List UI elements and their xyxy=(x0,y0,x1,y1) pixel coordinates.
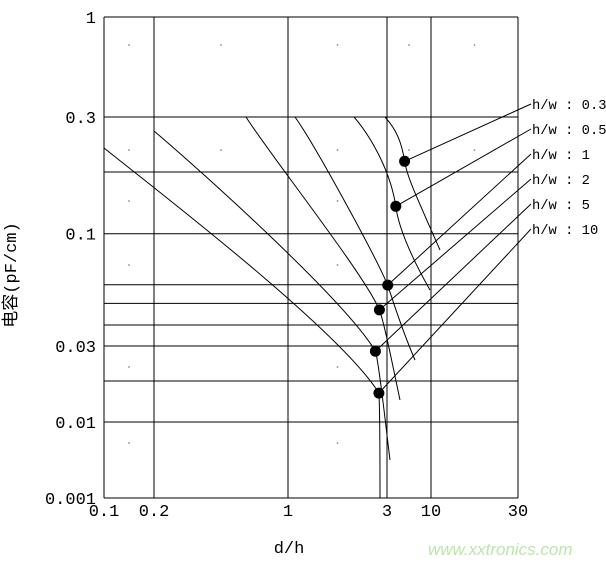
svg-text:h/w : 0.5: h/w : 0.5 xyxy=(532,123,606,139)
svg-text:0.1: 0.1 xyxy=(89,503,120,522)
svg-text:0.2: 0.2 xyxy=(139,503,170,522)
svg-text:0.01: 0.01 xyxy=(55,415,96,434)
svg-text:0.3: 0.3 xyxy=(65,110,96,129)
svg-text:h/w : 10: h/w : 10 xyxy=(532,223,598,239)
svg-text:www.xxtronics.com: www.xxtronics.com xyxy=(428,540,573,559)
svg-text:h/w : 1: h/w : 1 xyxy=(532,148,590,164)
svg-text:1: 1 xyxy=(283,503,293,522)
svg-text:d/h: d/h xyxy=(274,540,305,559)
svg-text:电容(pF/cm): 电容(pF/cm) xyxy=(1,222,22,327)
svg-text:h/w : 2: h/w : 2 xyxy=(532,173,590,189)
svg-text:30: 30 xyxy=(508,503,528,522)
svg-text:0.1: 0.1 xyxy=(65,227,96,246)
svg-text:10: 10 xyxy=(421,503,441,522)
svg-text:3: 3 xyxy=(382,503,392,522)
svg-text:1: 1 xyxy=(86,10,96,29)
svg-text:0.03: 0.03 xyxy=(55,339,96,358)
svg-text:h/w : 5: h/w : 5 xyxy=(532,198,590,214)
svg-text:h/w : 0.3: h/w : 0.3 xyxy=(532,98,606,114)
